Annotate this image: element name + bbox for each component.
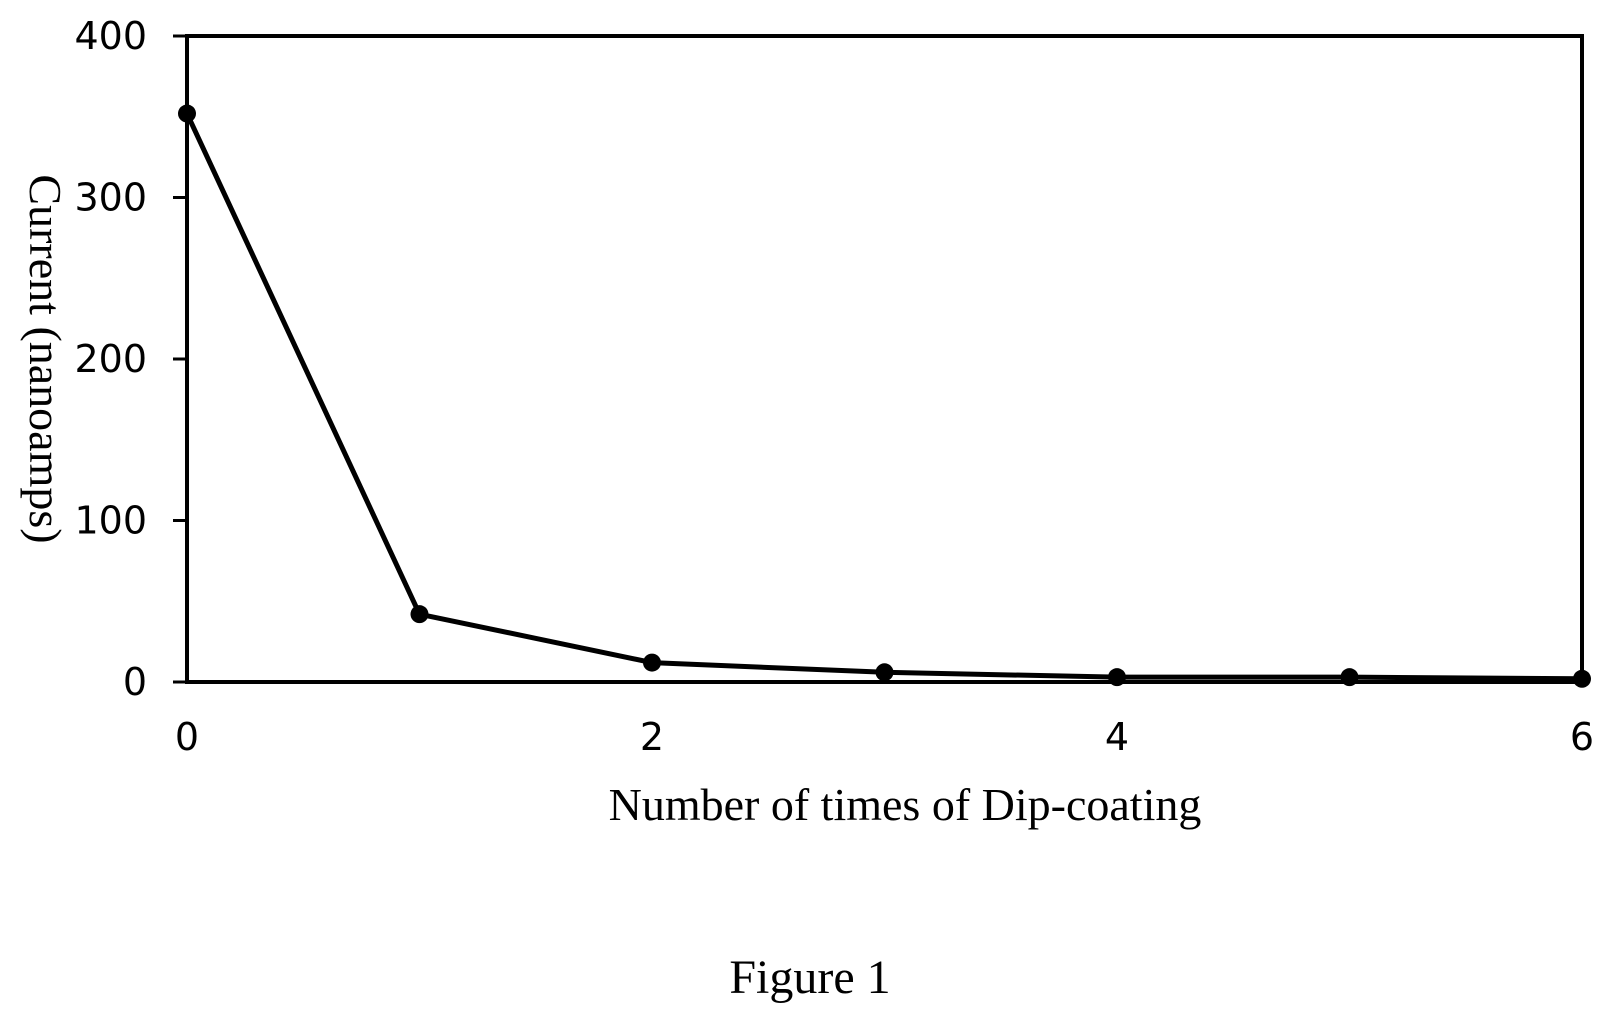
figure-caption: Figure 1: [729, 951, 890, 1004]
x-tick-label: 6: [1570, 715, 1594, 759]
y-axis-label: Current (nanoamps): [20, 174, 71, 543]
plot-area-frame: [185, 34, 1584, 684]
y-tick-label: 0: [123, 660, 147, 704]
x-axis-ticks: 0 2 4 6: [175, 715, 1594, 759]
series-layer: [178, 104, 1591, 688]
data-point: [1340, 668, 1359, 687]
data-point: [410, 605, 429, 624]
y-tick-label: 200: [74, 337, 147, 381]
y-tick-label: 100: [74, 499, 147, 543]
y-axis-ticks: 0 100 200 300 400: [74, 14, 187, 704]
y-tick-label: 400: [74, 14, 147, 58]
data-point: [178, 104, 196, 123]
data-point: [875, 663, 894, 682]
x-tick-label: 4: [1105, 715, 1129, 759]
data-point: [1108, 668, 1126, 687]
x-tick-label: 2: [640, 715, 664, 759]
x-axis-label: Number of times of Dip-coating: [609, 779, 1202, 830]
series-line: [184, 112, 1583, 682]
data-point: [643, 653, 661, 672]
data-point: [1573, 669, 1591, 688]
x-tick-label: 0: [175, 715, 199, 759]
y-tick-label: 300: [74, 176, 147, 220]
